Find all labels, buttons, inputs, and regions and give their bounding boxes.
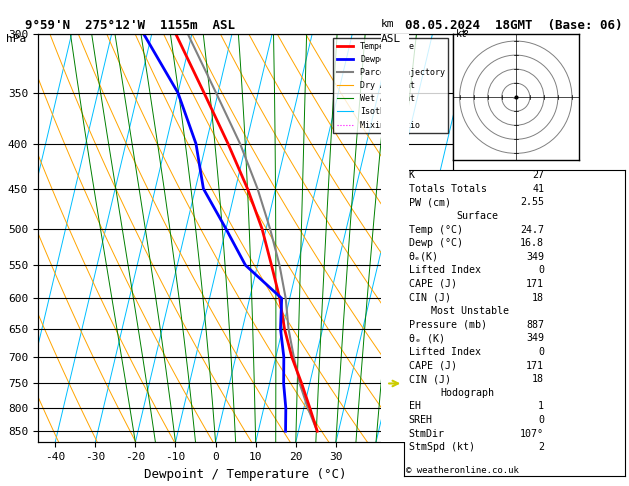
Text: Hodograph: Hodograph [440, 388, 494, 398]
Text: Lifted Index: Lifted Index [409, 347, 481, 357]
Text: 349: 349 [526, 252, 544, 262]
Y-axis label: Mixing Ratio (g/kg): Mixing Ratio (g/kg) [474, 182, 484, 294]
Text: EH: EH [409, 401, 421, 412]
Text: 1: 1 [538, 401, 544, 412]
Text: 0: 0 [538, 347, 544, 357]
Text: 349: 349 [526, 333, 544, 344]
Text: 2: 2 [538, 442, 544, 452]
Text: 107°: 107° [520, 429, 544, 439]
Text: Dewp (°C): Dewp (°C) [409, 238, 463, 248]
Text: LCL: LCL [461, 403, 476, 413]
Text: 9°59'N  275°12'W  1155m  ASL: 9°59'N 275°12'W 1155m ASL [25, 19, 235, 33]
Text: © weatheronline.co.uk: © weatheronline.co.uk [406, 466, 518, 475]
Text: 08.05.2024  18GMT  (Base: 06): 08.05.2024 18GMT (Base: 06) [405, 19, 623, 33]
Text: 0: 0 [538, 265, 544, 276]
Text: StmSpd (kt): StmSpd (kt) [409, 442, 475, 452]
Text: 18: 18 [532, 293, 544, 303]
Text: CIN (J): CIN (J) [409, 293, 451, 303]
Y-axis label: hPa: hPa [0, 227, 3, 249]
Text: 18: 18 [532, 374, 544, 384]
Legend: Temperature, Dewpoint, Parcel Trajectory, Dry Adiabat, Wet Adiabat, Isotherm, Mi: Temperature, Dewpoint, Parcel Trajectory… [333, 38, 448, 133]
Text: 2.55: 2.55 [520, 197, 544, 208]
X-axis label: Dewpoint / Temperature (°C): Dewpoint / Temperature (°C) [144, 468, 347, 481]
Text: CAPE (J): CAPE (J) [409, 361, 457, 371]
Text: Totals Totals: Totals Totals [409, 184, 487, 194]
Text: 171: 171 [526, 361, 544, 371]
Text: 24.7: 24.7 [520, 225, 544, 235]
Text: Pressure (mb): Pressure (mb) [409, 320, 487, 330]
Text: θₑ(K): θₑ(K) [409, 252, 439, 262]
Text: ASL: ASL [381, 34, 401, 44]
Text: StmDir: StmDir [409, 429, 445, 439]
Text: 16.8: 16.8 [520, 238, 544, 248]
Text: km: km [381, 19, 394, 30]
Text: θₑ (K): θₑ (K) [409, 333, 445, 344]
Text: 41: 41 [532, 184, 544, 194]
Text: Surface: Surface [456, 211, 498, 221]
Text: 0: 0 [538, 415, 544, 425]
Text: 887: 887 [526, 320, 544, 330]
Text: PW (cm): PW (cm) [409, 197, 451, 208]
Text: kt: kt [455, 29, 467, 39]
Text: K: K [409, 170, 415, 180]
Text: 27: 27 [532, 170, 544, 180]
Text: Most Unstable: Most Unstable [431, 306, 509, 316]
Text: 171: 171 [526, 279, 544, 289]
Text: CIN (J): CIN (J) [409, 374, 451, 384]
Text: Lifted Index: Lifted Index [409, 265, 481, 276]
Text: Temp (°C): Temp (°C) [409, 225, 463, 235]
Text: CAPE (J): CAPE (J) [409, 279, 457, 289]
Text: hPa: hPa [6, 34, 26, 44]
Text: SREH: SREH [409, 415, 433, 425]
